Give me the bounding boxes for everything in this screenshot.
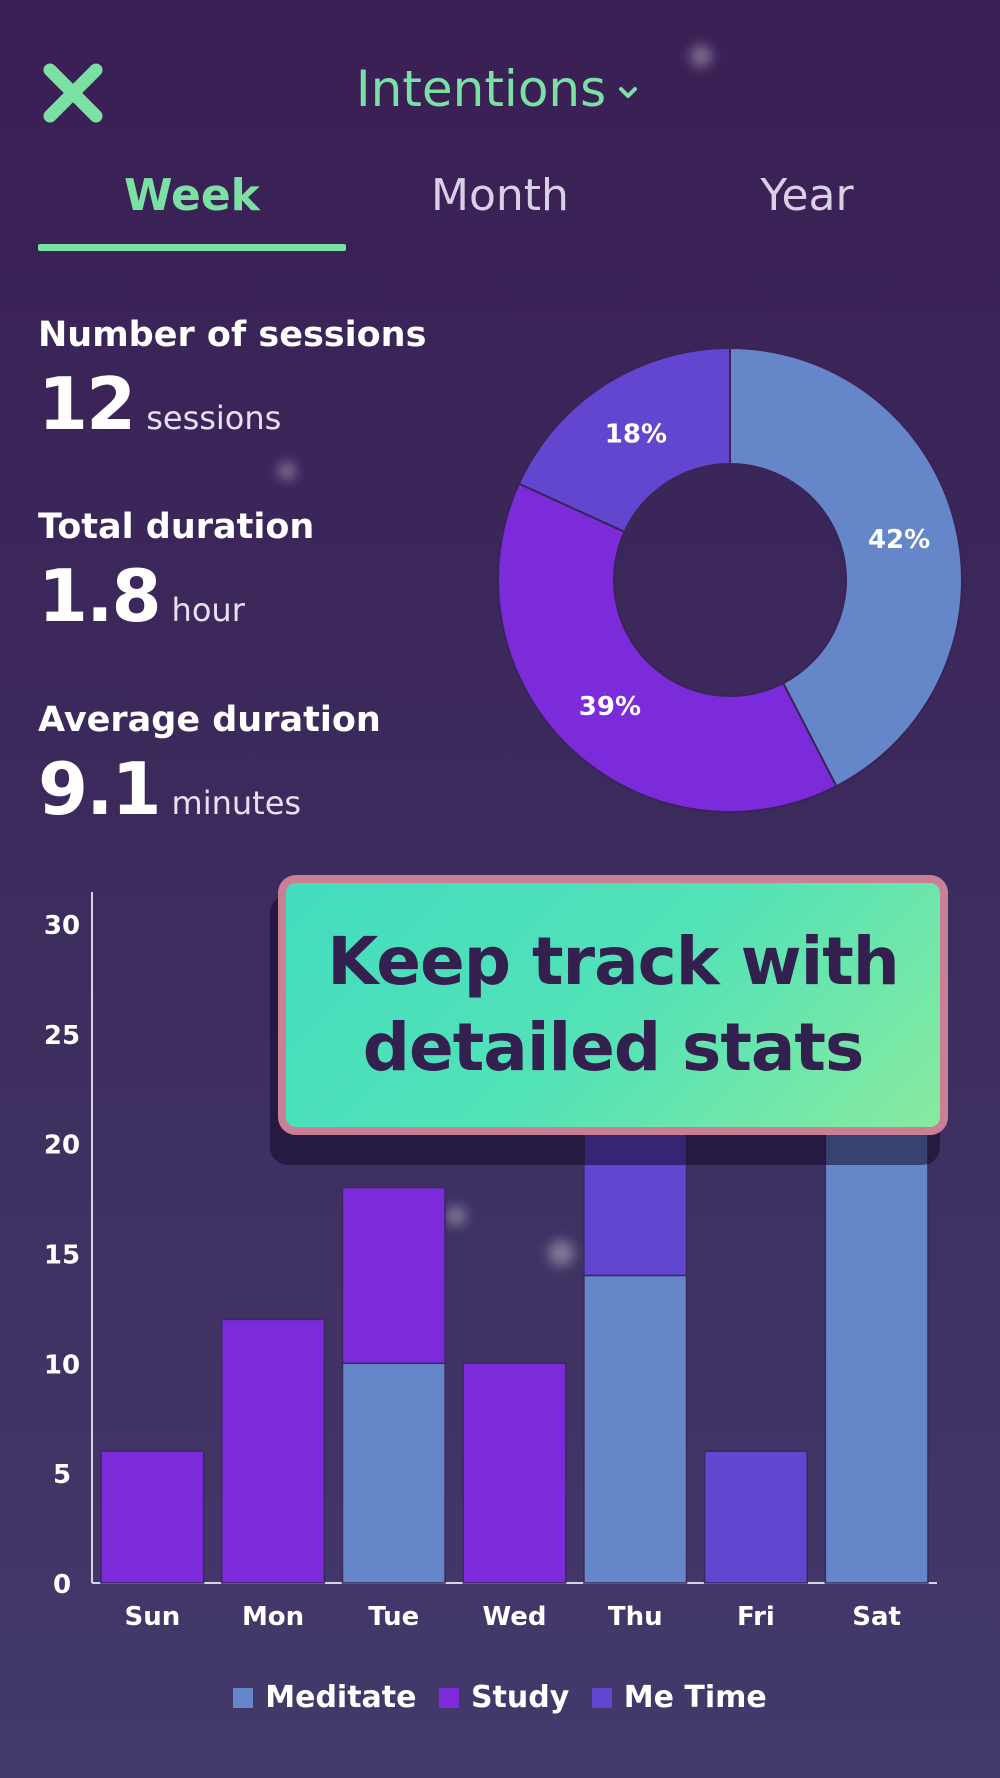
y-tick-label: 25 [44,1021,80,1051]
bar-tue-study [341,1186,446,1365]
donut-slice-me-time [517,346,731,534]
background-sparkle [278,462,296,480]
donut-slice-label: 39% [579,692,641,722]
bar-sat-meditate [824,1120,929,1584]
stacked-bar-chart: 0 5 10 15 20 25 30 Sun Mon Tue Wed Thu Fri Sat [44,892,937,1632]
bar-fri-me-time [703,1450,808,1584]
banner-line-2: detailed stats [362,1009,865,1086]
chevron-down-icon [619,86,638,98]
stat-average-duration-number: 9.1 [38,747,162,831]
y-tick-label: 10 [44,1350,80,1380]
y-tick-label: 0 [53,1570,71,1600]
background-sparkle [446,1206,466,1226]
stat-sessions-number: 12 [38,362,136,446]
stat-average-duration-value: 9.1 minutes [38,747,301,831]
stat-sessions-unit: sessions [146,399,282,437]
donut-slice-label: 42% [868,525,930,555]
background-sparkle [548,1240,574,1266]
chart-legend: Meditate Study Me Time [0,1680,1000,1716]
donut-slice-study [497,482,838,813]
legend-swatch [591,1687,612,1708]
stat-average-duration-label: Average duration [38,700,381,740]
banner-text: Keep track with detailed stats [327,919,899,1091]
stat-average-duration-unit: minutes [171,784,302,822]
x-tick-label: Mon [242,1602,304,1632]
bar-mon-study [221,1318,326,1584]
y-tick-label: 15 [44,1240,80,1270]
tab-month[interactable]: Month [431,170,569,221]
x-tick-label: Tue [368,1602,419,1632]
stat-sessions-value: 12 sessions [38,362,281,446]
close-icon [43,63,103,123]
legend-item-study: Study [438,1680,570,1715]
x-tick-label: Sun [124,1602,180,1632]
page-title: Intentions [355,60,607,118]
donut-slice-meditate [729,346,963,788]
legend-label: Meditate [265,1680,417,1715]
tab-week[interactable]: Week [124,170,260,221]
banner-line-1: Keep track with [327,923,899,1001]
intentions-dropdown[interactable]: Intentions [0,60,1000,118]
legend-item-me-time: Me Time [591,1680,767,1715]
stat-total-duration-value: 1.8 hour [38,554,245,638]
legend-label: Study [470,1680,570,1715]
donut-chart: 42% 39% 18% [497,346,963,813]
legend-item-meditate: Meditate [233,1680,416,1715]
bar-thu-meditate [583,1274,688,1584]
x-tick-label: Wed [483,1602,547,1632]
close-button[interactable] [40,60,106,126]
y-tick-label: 20 [44,1131,80,1161]
stat-sessions-label: Number of sessions [38,315,427,355]
bar-sun-study [100,1450,205,1584]
bar-tue-meditate [341,1362,446,1584]
legend-label: Me Time [623,1680,767,1715]
tab-year[interactable]: Year [760,170,854,221]
x-tick-label: Sat [852,1602,901,1632]
y-tick-label: 30 [44,911,80,941]
stat-total-duration-number: 1.8 [38,554,162,638]
stat-total-duration-unit: hour [171,591,245,629]
donut-slice-label: 18% [605,420,667,450]
legend-swatch [438,1687,459,1708]
x-tick-label: Thu [608,1602,663,1632]
background-sparkle [690,45,712,67]
bar-wed-study [462,1362,567,1584]
active-tab-indicator [38,244,346,251]
legend-swatch [233,1687,254,1708]
stat-total-duration-label: Total duration [38,507,315,547]
promo-banner: Keep track with detailed stats [278,875,948,1135]
y-tick-label: 5 [53,1460,71,1490]
x-tick-label: Fri [737,1602,775,1632]
